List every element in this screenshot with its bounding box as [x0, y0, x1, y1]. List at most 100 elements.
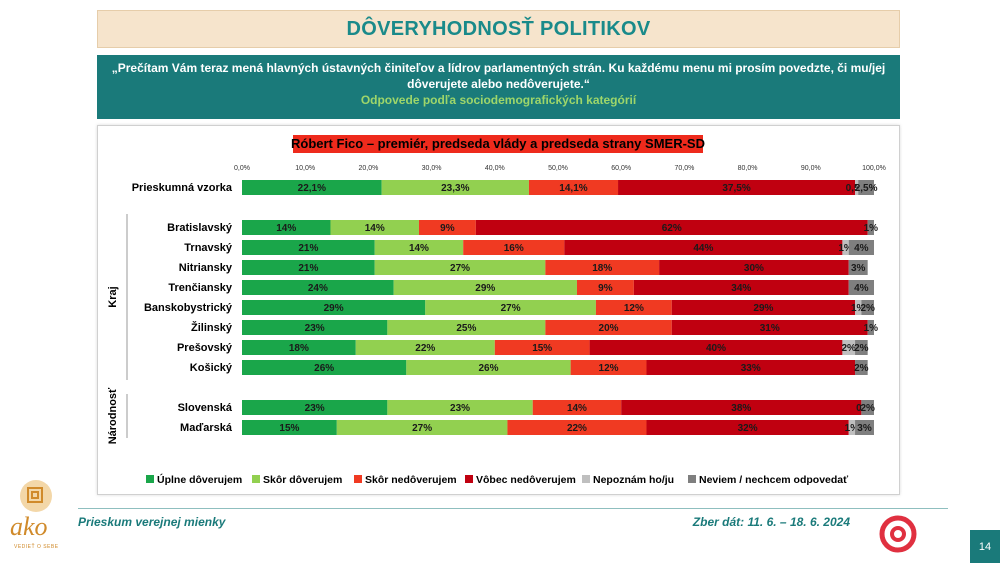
data-label: 2%: [860, 403, 875, 414]
bar-segment: [242, 240, 375, 255]
data-label: 34%: [731, 283, 751, 294]
title-box: DÔVERYHODNOSŤ POLITIKOV: [97, 10, 900, 48]
x-tick-label: 100,0%: [862, 165, 886, 172]
bar-segment: [659, 260, 849, 275]
bar-segment: [336, 420, 508, 435]
data-label: 62%: [662, 223, 682, 234]
bar-segment: [242, 400, 388, 415]
data-label: 40%: [706, 343, 726, 354]
bar-segment: [842, 240, 849, 255]
data-label: 23%: [305, 323, 325, 334]
bar-segment: [633, 280, 849, 295]
data-label: 4%: [854, 283, 869, 294]
bar-segment: [848, 260, 868, 275]
legend-label: Nepoznám ho/ju: [593, 474, 674, 486]
page-number: 14: [970, 530, 1000, 563]
bar-segment: [855, 340, 868, 355]
legend-label: Skôr nedôverujem: [365, 474, 457, 486]
legend-label: Skôr dôverujem: [263, 474, 342, 486]
bar-segment: [381, 180, 529, 195]
data-label: 14%: [365, 223, 385, 234]
bar-segment: [242, 420, 337, 435]
data-label: 3%: [857, 423, 872, 434]
footer-divider: [78, 508, 948, 509]
bar-segment: [848, 240, 874, 255]
bar-segment: [867, 220, 874, 235]
bar-segment: [842, 340, 856, 355]
bar-segment: [475, 220, 868, 235]
row-label: Prešovský: [177, 342, 233, 354]
bar-segment: [330, 220, 419, 235]
data-label: 2%: [854, 363, 869, 374]
data-label: 1%: [864, 323, 879, 334]
stacked-bar-chart: Róbert Fico – premiér, predseda vlády a …: [107, 135, 886, 486]
bar-segment: [595, 300, 672, 315]
data-label: 2%: [854, 343, 869, 354]
ako-logo-tagline: VEDIEŤ O SEBE: [14, 544, 59, 550]
legend-label: Neviem / nechcem odpovedať: [699, 474, 849, 486]
data-label: 4%: [854, 243, 869, 254]
data-label: 14%: [409, 243, 429, 254]
data-label: 9%: [440, 223, 455, 234]
x-tick-label: 0,0%: [234, 165, 250, 172]
bar-segment: [242, 360, 407, 375]
data-label: 23,3%: [441, 183, 469, 194]
bar-segment: [355, 340, 495, 355]
bar-segment: [545, 260, 660, 275]
bar-segment: [855, 300, 862, 315]
data-label: 14%: [567, 403, 587, 414]
data-label: 18%: [592, 263, 612, 274]
bar-segment: [242, 260, 375, 275]
data-label: 37,5%: [722, 183, 750, 194]
chart-frame: Róbert Fico – premiér, predseda vlády a …: [97, 125, 900, 495]
data-label: 25%: [456, 323, 476, 334]
bar-segment: [393, 280, 577, 295]
bar-segment: [242, 220, 331, 235]
data-label: 1%: [864, 223, 879, 234]
legend-swatch: [688, 475, 696, 483]
data-label: 15%: [279, 423, 299, 434]
bar-segment: [242, 300, 426, 315]
bar-segment: [418, 220, 476, 235]
bar-segment: [532, 400, 622, 415]
data-label: 14,1%: [559, 183, 587, 194]
x-tick-label: 30,0%: [422, 165, 442, 172]
bar-segment: [425, 300, 596, 315]
row-label: Žilinský: [191, 321, 233, 334]
footer-date: Zber dát: 11. 6. – 18. 6. 2024: [692, 515, 850, 529]
data-label: 2,5%: [855, 183, 878, 194]
bar-segment: [406, 360, 571, 375]
page-title: DÔVERYHODNOSŤ POLITIKOV: [346, 17, 651, 40]
x-tick-label: 80,0%: [738, 165, 758, 172]
row-label: Trenčiansky: [168, 282, 232, 294]
data-label: 15%: [532, 343, 552, 354]
bar-segment: [855, 360, 868, 375]
legend-label: Úplne dôverujem: [157, 473, 242, 486]
data-label: 24%: [308, 283, 328, 294]
bar-segment: [374, 260, 546, 275]
data-label: 22%: [415, 343, 435, 354]
bar-segment: [545, 320, 672, 335]
data-label: 12%: [599, 363, 619, 374]
data-label: 1%: [845, 423, 860, 434]
bar-segment: [855, 180, 859, 195]
question-box: „Prečítam Vám teraz mená hlavných ústavn…: [97, 55, 900, 119]
data-label: 1%: [838, 243, 853, 254]
data-label: 30%: [744, 263, 764, 274]
row-label: Nitriansky: [179, 262, 233, 274]
bar-segment: [671, 320, 868, 335]
data-label: 18%: [289, 343, 309, 354]
group-label: Kraj: [107, 286, 119, 307]
data-label: 9%: [598, 283, 613, 294]
x-tick-label: 20,0%: [358, 165, 378, 172]
legend-swatch: [354, 475, 362, 483]
data-label: 22,1%: [298, 183, 326, 194]
legend-swatch: [146, 475, 154, 483]
legend-swatch: [252, 475, 260, 483]
bar-segment: [494, 340, 590, 355]
data-label: 21%: [298, 263, 318, 274]
bar-segment: [861, 400, 874, 415]
bar-segment: [576, 280, 634, 295]
bar-segment: [564, 240, 843, 255]
bar-segment: [374, 240, 464, 255]
